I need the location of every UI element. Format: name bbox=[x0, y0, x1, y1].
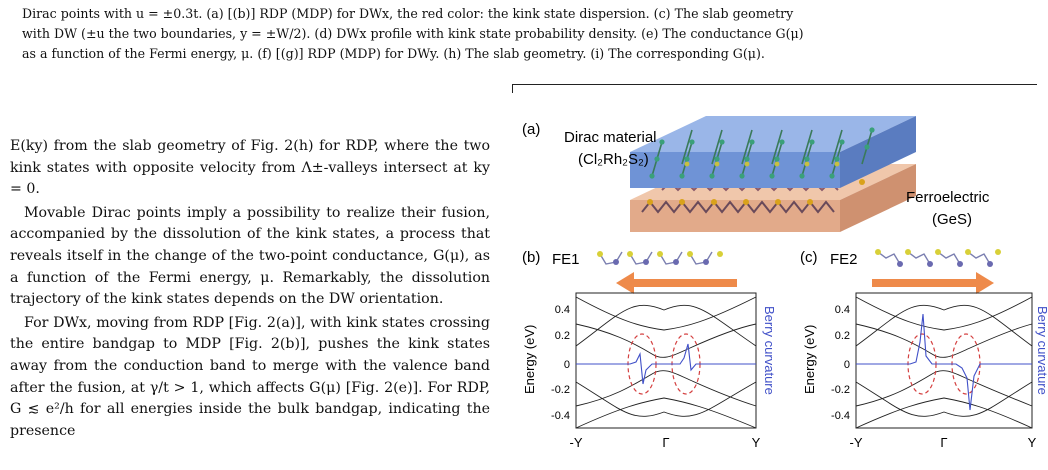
xtick: Y bbox=[1028, 435, 1037, 450]
panel-c-yticks: 0.4 0.2 0 -0.2 -0.4 bbox=[831, 304, 850, 422]
ytick: 0.2 bbox=[835, 330, 850, 342]
panel-b-yticks: 0.4 0.2 0 -0.2 -0.4 bbox=[551, 304, 570, 422]
dirac-material-formula: (Cl₂Rh₂S₂) bbox=[578, 151, 649, 168]
panel-b-ylabel: Energy (eV) bbox=[522, 325, 537, 394]
body-text-column: E(ky) from the slab geometry of Fig. 2(h… bbox=[10, 136, 490, 442]
dirac-material-label: Dirac material bbox=[564, 129, 657, 146]
paragraph-1: E(ky) from the slab geometry of Fig. 2(h… bbox=[10, 138, 490, 198]
panel-c-chain-atoms bbox=[875, 249, 1001, 267]
panel-b-polarization-arrow bbox=[616, 272, 737, 294]
ytick: -0.2 bbox=[551, 384, 570, 396]
panel-b-chain-icon bbox=[599, 251, 713, 265]
ytick: -0.4 bbox=[831, 410, 850, 422]
panel-c-plot bbox=[855, 292, 1033, 429]
figure-panels: (a) bbox=[512, 92, 1048, 470]
xtick: -Y bbox=[570, 435, 583, 450]
panel-c-polarization-arrow bbox=[872, 272, 994, 294]
ytick: 0.2 bbox=[555, 330, 570, 342]
panel-b-state: FE1 bbox=[552, 251, 580, 268]
paragraph-2: Movable Dirac points imply a possibility… bbox=[10, 204, 490, 308]
figure-top-rule bbox=[512, 84, 1037, 85]
panel-b-plot bbox=[575, 292, 757, 429]
caption-line-1: Dirac points with u = ±0.3t. (a) [(b)] R… bbox=[22, 6, 794, 21]
panel-b-label: (b) bbox=[522, 249, 540, 266]
ytick: 0 bbox=[844, 359, 850, 371]
ferroelectric-label: Ferroelectric bbox=[906, 189, 990, 206]
panel-c-chain-icon bbox=[877, 251, 991, 265]
xtick: -Y bbox=[850, 435, 863, 450]
ferroelectric-formula: (GeS) bbox=[932, 211, 972, 228]
panel-c-state: FE2 bbox=[830, 251, 858, 268]
xtick: Γ bbox=[662, 435, 669, 450]
panel-c-berry-label: Berry curvature bbox=[1035, 306, 1048, 395]
ytick: 0 bbox=[564, 359, 570, 371]
ytick: -0.2 bbox=[831, 384, 850, 396]
ytick: -0.4 bbox=[551, 410, 570, 422]
caption-line-2: with DW (±u the two boundaries, y = ±W/2… bbox=[22, 26, 804, 41]
dirac-material-atoms bbox=[649, 127, 875, 179]
figure-svg: (a) bbox=[522, 116, 1048, 450]
xtick: Y bbox=[752, 435, 761, 450]
ytick: 0.4 bbox=[555, 304, 570, 316]
panel-a-label: (a) bbox=[522, 121, 540, 138]
panel-c-label: (c) bbox=[800, 249, 818, 266]
panel-c-ylabel: Energy (eV) bbox=[802, 325, 817, 394]
panel-b-xticks: -Y Γ Y bbox=[570, 435, 761, 450]
caption-line-3: as a function of the Fermi energy, μ. (f… bbox=[22, 46, 765, 61]
panel-b-berry-label: Berry curvature bbox=[762, 306, 777, 395]
xtick: Γ bbox=[940, 435, 947, 450]
panel-c-xticks: -Y Γ Y bbox=[850, 435, 1037, 450]
ytick: 0.4 bbox=[835, 304, 850, 316]
paragraph-3: For DWx, moving from RDP [Fig. 2(a)], wi… bbox=[10, 314, 490, 439]
figure-caption: Dirac points with u = ±0.3t. (a) [(b)] R… bbox=[22, 4, 1032, 64]
figure-rule-tick bbox=[512, 84, 513, 93]
panel-b-chain-atoms bbox=[597, 251, 723, 265]
